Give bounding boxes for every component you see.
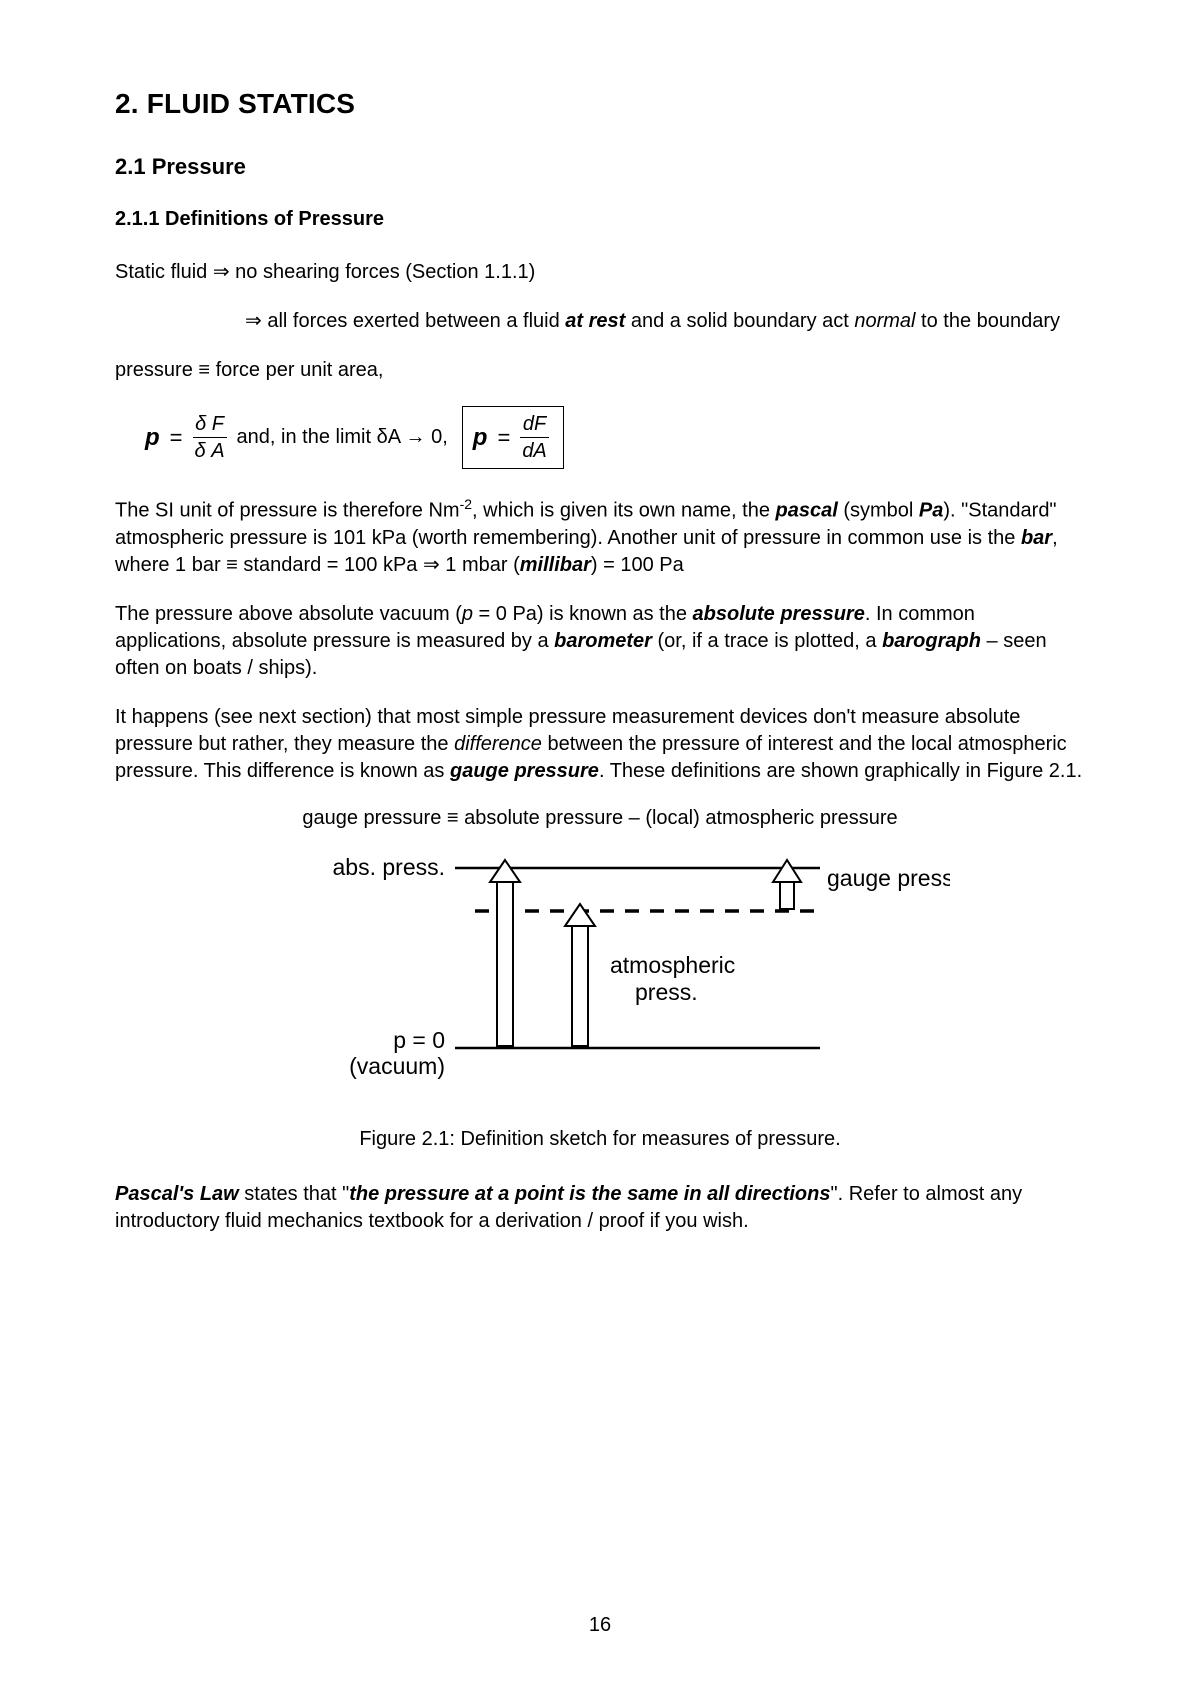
abs-pressure-arrow: [490, 860, 520, 1046]
implies-arrow-icon: ⇒: [213, 261, 230, 283]
equals-sign: =: [170, 425, 183, 451]
gauge-pressure-paragraph: It happens (see next section) that most …: [115, 704, 1085, 785]
text: Static fluid: [115, 261, 213, 283]
text: , which is given its own name, the: [472, 500, 775, 522]
equals-sign: =: [497, 425, 510, 451]
exponent: -2: [460, 496, 472, 512]
chapter-title: 2. FLUID STATICS: [115, 88, 1085, 120]
term-barograph: barograph: [882, 630, 981, 652]
document-page: 2. FLUID STATICS 2.1 Pressure 2.1.1 Defi…: [0, 0, 1200, 1697]
symbol-pa: Pa: [919, 500, 943, 522]
numerator: δ F: [193, 413, 226, 437]
static-fluid-line: Static fluid ⇒ no shearing forces (Secti…: [115, 259, 1085, 286]
vacuum-label-2: (vacuum): [349, 1053, 445, 1079]
text: to the boundary: [916, 310, 1061, 332]
equation-mid-text: and, in the limit δA → 0,: [237, 426, 448, 449]
denominator: dA: [520, 437, 548, 462]
indented-consequence: ⇒ all forces exerted between a fluid at …: [245, 308, 1085, 335]
var-p: p: [473, 424, 488, 452]
pressure-definition-line: pressure ≡ force per unit area,: [115, 357, 1085, 384]
figure-caption: Figure 2.1: Definition sketch for measur…: [115, 1128, 1085, 1151]
pressure-equation: p = δ F δ A and, in the limit δA → 0, p …: [145, 406, 1085, 469]
text: = 0 Pa) is known as the: [473, 603, 693, 625]
si-unit-paragraph: The SI unit of pressure is therefore Nm-…: [115, 495, 1085, 579]
atm-label-2: press.: [635, 979, 698, 1005]
text: (symbol: [838, 500, 919, 522]
gauge-press-label: gauge press.: [827, 865, 950, 891]
term-difference: difference: [454, 733, 542, 755]
boxed-equation: p = dF dA: [462, 406, 564, 469]
atm-label-1: atmospheric: [610, 952, 735, 978]
absolute-pressure-paragraph: The pressure above absolute vacuum (p = …: [115, 601, 1085, 682]
pressure-diagram: abs. press. gauge press. atmospheric pre…: [250, 848, 950, 1098]
denominator: δ A: [193, 437, 227, 462]
term-barometer: barometer: [554, 630, 652, 652]
pascals-law-quote: the pressure at a point is the same in a…: [349, 1183, 830, 1205]
page-number: 16: [0, 1614, 1200, 1637]
subsection-heading: 2.1.1 Definitions of Pressure: [115, 208, 1085, 231]
term-absolute-pressure: absolute pressure: [693, 603, 865, 625]
text: and a solid boundary act: [625, 310, 854, 332]
term-gauge-pressure: gauge pressure: [450, 760, 599, 782]
fraction: δ F δ A: [193, 413, 227, 462]
term-bar: bar: [1021, 527, 1052, 549]
implies-arrow-icon: ⇒: [245, 310, 262, 332]
term-pascal: pascal: [776, 500, 838, 522]
atm-pressure-arrow: [565, 904, 595, 1046]
text: The pressure above absolute vacuum (: [115, 603, 462, 625]
text: all forces exerted between a fluid: [262, 310, 566, 332]
term-millibar: millibar: [520, 554, 591, 576]
text: (or, if a trace is plotted, a: [652, 630, 882, 652]
text: ) = 100 Pa: [591, 554, 684, 576]
text: The SI unit of pressure is therefore Nm: [115, 500, 460, 522]
at-rest-emph: at rest: [565, 310, 625, 332]
vacuum-label-1: p = 0: [393, 1027, 445, 1053]
var-p: p: [145, 424, 160, 452]
term-pascals-law: Pascal's Law: [115, 1183, 239, 1205]
numerator: dF: [521, 413, 548, 437]
text: no shearing forces (Section 1.1.1): [230, 261, 536, 283]
figure-2-1: abs. press. gauge press. atmospheric pre…: [115, 848, 1085, 1098]
section-heading: 2.1 Pressure: [115, 154, 1085, 180]
var-p: p: [462, 603, 473, 625]
pascals-law-paragraph: Pascal's Law states that "the pressure a…: [115, 1181, 1085, 1235]
text: . These definitions are shown graphicall…: [599, 760, 1082, 782]
abs-press-label: abs. press.: [333, 854, 446, 880]
normal-emph: normal: [854, 310, 915, 332]
text: states that ": [239, 1183, 350, 1205]
fraction: dF dA: [520, 413, 548, 462]
gauge-equation-line: gauge pressure ≡ absolute pressure – (lo…: [115, 807, 1085, 830]
